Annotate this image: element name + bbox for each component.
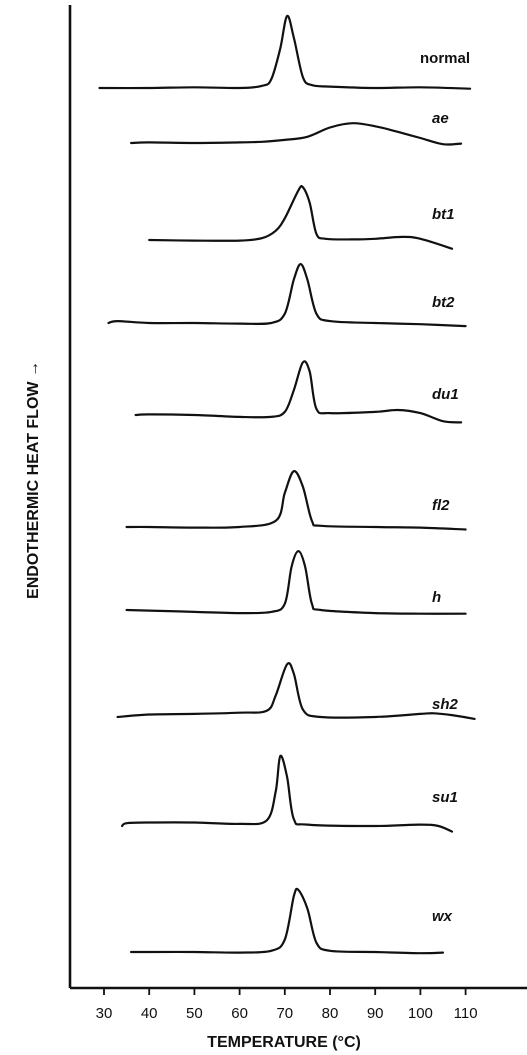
series-curve-h	[125, 550, 467, 615]
series-curve-wx	[130, 887, 445, 955]
series-label-h: h	[432, 589, 441, 606]
x-tick-label: 40	[141, 1005, 158, 1022]
series-curve-su1	[121, 754, 454, 833]
x-tick-label: 80	[322, 1005, 339, 1022]
series-curve-ae	[130, 122, 463, 146]
x-tick-label: 100	[408, 1005, 433, 1022]
curves	[98, 14, 476, 955]
series-label-sh2: sh2	[432, 696, 459, 713]
series-label-du1: du1	[432, 386, 459, 403]
series-curve-fl2	[125, 470, 467, 531]
x-tick-label: 30	[96, 1005, 113, 1022]
x-axis-title: TEMPERATURE (°C)	[207, 1034, 361, 1051]
x-tick-label: 90	[367, 1005, 384, 1022]
series-label-bt1: bt1	[432, 206, 455, 223]
y-axis-title: ENDOTHERMIC HEAT FLOW →	[25, 361, 42, 599]
x-tick-labels: 30 40 50 60 70 80 90 100 110	[96, 1005, 478, 1022]
series-label-bt2: bt2	[432, 294, 455, 311]
series-curve-sh2	[116, 662, 476, 720]
series-curve-bt2	[107, 263, 467, 328]
series-label-normal: normal	[420, 50, 470, 67]
axes	[68, 5, 527, 990]
series-label-ae: ae	[432, 110, 449, 127]
series-curve-normal	[98, 14, 472, 90]
series-curve-bt1	[148, 184, 454, 250]
series-labels: normal ae bt1 bt2 du1 fl2 h sh2 su1 wx	[420, 50, 470, 925]
x-ticks	[103, 988, 467, 995]
x-tick-label: 70	[276, 1005, 293, 1022]
series-label-su1: su1	[432, 789, 458, 806]
series-label-fl2: fl2	[432, 497, 450, 514]
x-tick-label: 60	[231, 1005, 248, 1022]
x-tick-label: 110	[454, 1005, 478, 1022]
series-label-wx: wx	[432, 908, 453, 925]
series-curve-du1	[134, 360, 463, 424]
x-tick-label: 50	[186, 1005, 203, 1022]
